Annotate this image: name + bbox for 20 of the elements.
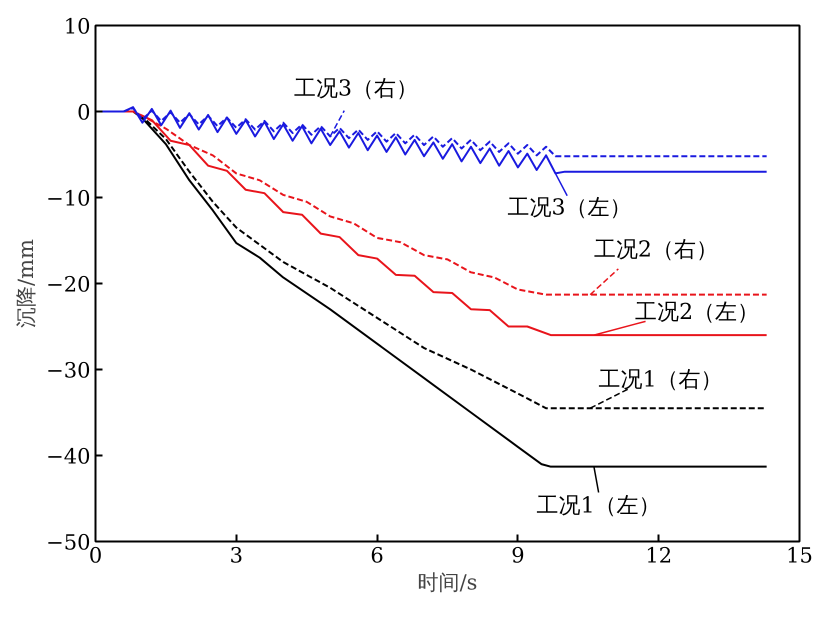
- y-tick-label: −10: [46, 186, 91, 210]
- series-label: 工况2（左）: [635, 300, 760, 326]
- y-tick-label: −40: [46, 444, 91, 468]
- series-label: 工况3（右）: [294, 76, 418, 102]
- y-tick-label: −20: [46, 272, 91, 296]
- x-tick-label: 12: [645, 544, 672, 568]
- series-label: 工况2（右）: [594, 237, 718, 262]
- x-tick-label: 6: [370, 544, 384, 568]
- x-axis-title: 时间/s: [418, 570, 478, 594]
- y-tick-label: −30: [46, 358, 91, 382]
- y-tick-label: 0: [77, 100, 91, 124]
- series-label: 工况1（右）: [598, 367, 723, 392]
- y-axis-title: 沉降/mm: [14, 238, 38, 328]
- x-tick-label: 9: [511, 544, 525, 568]
- y-tick-label: 10: [64, 14, 91, 38]
- x-tick-label: 15: [786, 544, 813, 568]
- y-tick-label: −50: [46, 530, 91, 554]
- legend-label: 工况1（左）: [536, 494, 661, 519]
- x-tick-label: 3: [230, 544, 243, 568]
- legend-label: 工况3（左）: [508, 195, 632, 220]
